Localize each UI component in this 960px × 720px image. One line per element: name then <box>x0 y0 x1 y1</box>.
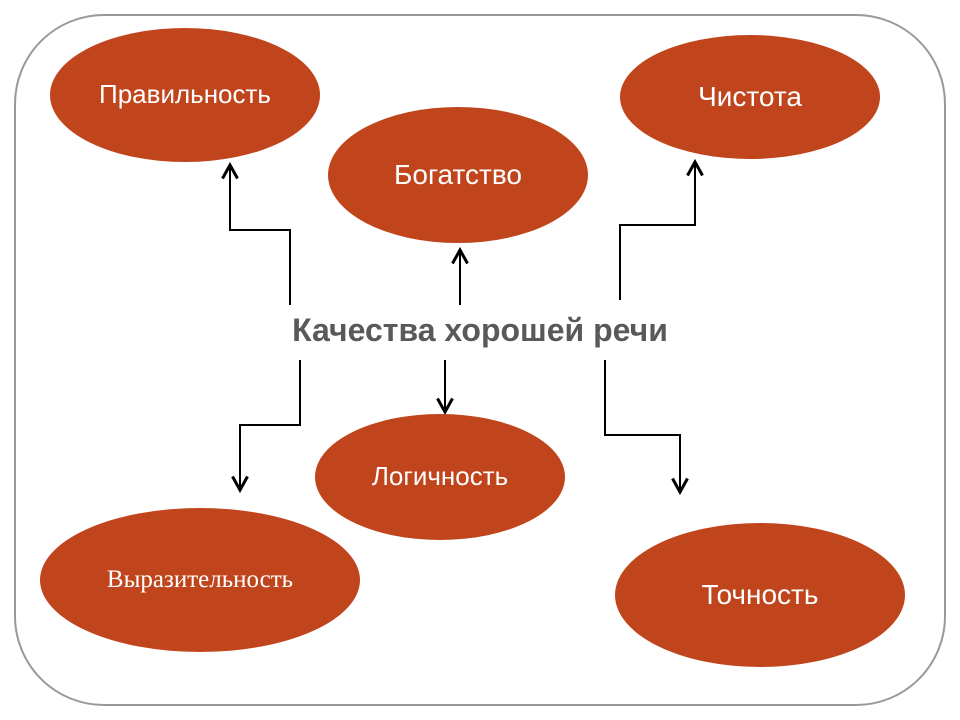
node-purity: Чистота <box>620 35 880 159</box>
node-label: Чистота <box>688 81 812 113</box>
node-accuracy: Точность <box>615 523 905 667</box>
node-logic: Логичность <box>315 414 565 540</box>
node-expressiveness: Выразительность <box>40 508 360 652</box>
node-correctness: Правильность <box>50 28 320 162</box>
node-richness: Богатство <box>328 107 588 243</box>
node-label: Выразительность <box>97 566 303 595</box>
node-label: Точность <box>692 579 829 611</box>
node-label: Богатство <box>384 159 532 191</box>
node-label: Правильность <box>89 80 281 110</box>
diagram-stage: Правильность Чистота Богатство Логичност… <box>0 0 960 720</box>
node-label: Логичность <box>362 462 518 492</box>
diagram-title: Качества хорошей речи <box>292 312 668 349</box>
